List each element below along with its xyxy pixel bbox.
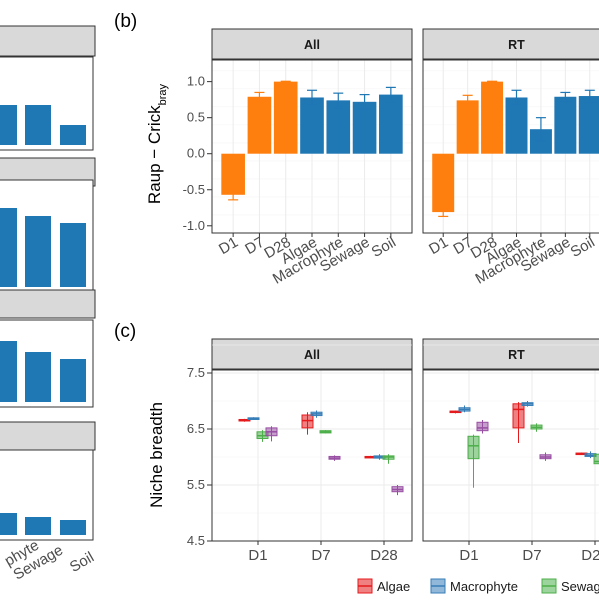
panel-b-bar: [379, 94, 403, 154]
panel-c-box: [301, 414, 314, 429]
panel-b-bar: [273, 81, 298, 154]
panel-c-x-tick-label: D28: [581, 547, 599, 564]
panel-b-bar: [554, 96, 577, 154]
panel-c-box: [467, 435, 480, 460]
panel-a-bar: [60, 125, 86, 145]
panel-a-bar: [0, 341, 17, 402]
panel-b-bar: [529, 129, 552, 154]
panel-a-bar: [60, 223, 86, 287]
panel-c-y-tick-label: 6.5: [187, 421, 205, 436]
panel-b-bar: [326, 100, 351, 154]
panel-a-bar: [0, 513, 17, 535]
panel-b-x-tick-label: Soil: [568, 234, 598, 261]
panel-b: (b) Raup − Crickbray -1.0 -0.5 0.0 0.5 1.0 All D…: [114, 11, 599, 288]
panel-b-strip: [422, 28, 599, 60]
panel-c-strip-label: All: [304, 348, 320, 362]
panel-a-strip: [0, 25, 96, 57]
panel-b-strip-label: All: [304, 38, 320, 52]
panel-c-strip: [422, 338, 599, 370]
panel-c-plot-bg: [423, 370, 599, 541]
panel-c-y-tick-label: 4.5: [187, 533, 205, 548]
panel-b-y-tick-label: 0.0: [187, 146, 205, 161]
panel-a-strip: [0, 289, 96, 319]
panel-c-y-tick-label: 5.5: [187, 477, 205, 492]
panel-c-y-tick-label: 7.5: [187, 365, 205, 380]
panel-b-bar: [300, 97, 324, 154]
panel-c-box: [593, 453, 599, 465]
panel-b-letter: (b): [114, 11, 137, 32]
panel-b-bar: [456, 100, 479, 154]
panel-b-x-tick-label: D1: [426, 234, 451, 258]
panel-c-box: [476, 421, 489, 432]
panel-b-y-tick-label: 0.5: [187, 110, 205, 125]
panel-b-bar: [432, 153, 455, 213]
panel-a-bar: [60, 359, 86, 402]
legend-label: Algae: [377, 579, 410, 594]
panel-a-bar: [25, 105, 51, 145]
panel-b-bar: [247, 96, 272, 154]
panel-a-bar: [25, 352, 51, 402]
legend-label: Macrophyte: [450, 579, 518, 594]
panel-c-frame: [211, 369, 413, 542]
panel-c-letter: (c): [114, 321, 136, 342]
panel-b-strip-label: RT: [508, 38, 525, 52]
panel-c: (c) Niche breadth 4.5 5.5 6.5 7.5 All D1 D7 D28 RT…: [114, 321, 599, 564]
panel-b-y-tick-label: -1.0: [183, 218, 205, 233]
panel-a-strip: [0, 421, 96, 451]
panel-a-bar: [25, 517, 51, 535]
panel-b-x-tick-label: Soil: [369, 234, 399, 261]
panel-a-bar: [0, 105, 17, 145]
panel-b-strip: [211, 28, 413, 60]
panel-b-frame: [422, 59, 599, 234]
panel-b-bar: [578, 96, 599, 154]
panel-b-y-tick-label: -0.5: [183, 182, 205, 197]
panel-c-x-tick-label: D7: [522, 547, 541, 564]
panel-b-bar: [221, 153, 245, 195]
panel-a-bar: [25, 216, 51, 287]
panel-b-y-axis-title: Raup − Crickbray: [145, 83, 169, 204]
panel-b-bar: [481, 81, 504, 154]
panel-a-bar: [60, 520, 86, 535]
panel-b-bar: [505, 97, 528, 154]
panel-b-x-tick-label: D1: [216, 234, 241, 258]
panel-a-bar: [0, 208, 17, 287]
panel-c-y-axis-title: Niche breadth: [147, 402, 166, 508]
panel-a-tick-label: Soil: [67, 549, 97, 576]
panel-b-frame: [211, 59, 413, 234]
panel-c-x-tick-label: D1: [459, 547, 478, 564]
panel-c-strip-label: RT: [508, 348, 525, 362]
legend-label: Sewage: [561, 579, 599, 594]
panel-c-x-tick-label: D1: [248, 547, 267, 564]
panel-c-strip: [211, 338, 413, 370]
panel-c-x-tick-label: D7: [311, 547, 330, 564]
panel-c-box: [512, 403, 525, 429]
panel-b-y-tick-label: 1.0: [187, 74, 205, 89]
panel-c-frame: [422, 369, 599, 542]
panel-c-x-tick-label: D28: [370, 547, 398, 564]
panel-b-bar: [352, 101, 377, 154]
